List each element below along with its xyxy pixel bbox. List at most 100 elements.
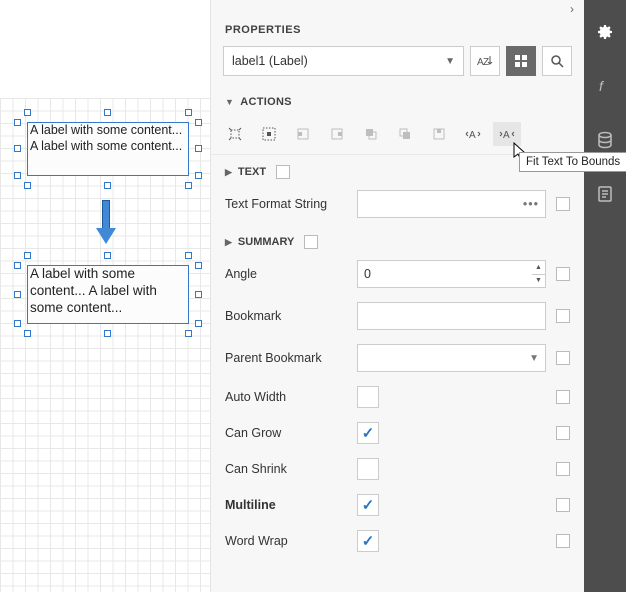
multiline-checkbox[interactable] bbox=[357, 494, 379, 516]
resize-handle[interactable] bbox=[195, 291, 202, 298]
angle-label: Angle bbox=[225, 267, 357, 281]
parent-bookmark-label: Parent Bookmark bbox=[225, 351, 357, 365]
align-right-button[interactable] bbox=[323, 122, 351, 146]
gear-icon bbox=[595, 22, 615, 42]
resize-handle[interactable] bbox=[195, 320, 202, 327]
expand-icon: ▶ bbox=[225, 167, 232, 178]
modified-indicator[interactable] bbox=[276, 165, 290, 179]
resize-handle[interactable] bbox=[185, 109, 192, 116]
resize-handle[interactable] bbox=[195, 145, 202, 152]
svg-text:f: f bbox=[599, 78, 605, 94]
resize-handle[interactable] bbox=[14, 119, 21, 126]
resize-handle[interactable] bbox=[24, 252, 31, 259]
modified-indicator[interactable] bbox=[556, 197, 570, 211]
chevron-down-icon: ▼ bbox=[529, 353, 539, 364]
send-back-button[interactable] bbox=[391, 122, 419, 146]
resize-handle[interactable] bbox=[185, 182, 192, 189]
modified-indicator[interactable] bbox=[556, 462, 570, 476]
text-section-label: TEXT bbox=[238, 166, 266, 178]
properties-tab[interactable] bbox=[589, 16, 621, 48]
size-to-grid-button[interactable] bbox=[221, 122, 249, 146]
resize-handle[interactable] bbox=[14, 172, 21, 179]
resize-handle[interactable] bbox=[104, 252, 111, 259]
resize-handle[interactable] bbox=[14, 145, 21, 152]
summary-section-header[interactable]: ▶ SUMMARY bbox=[211, 225, 584, 253]
resize-handle[interactable] bbox=[14, 262, 21, 269]
multiline-label: Multiline bbox=[225, 498, 357, 512]
chevron-down-icon: ▼ bbox=[445, 56, 455, 67]
reports-tab[interactable] bbox=[589, 178, 621, 210]
can-shrink-label: Can Shrink bbox=[225, 462, 357, 476]
resize-handle[interactable] bbox=[104, 109, 111, 116]
bookmark-input[interactable] bbox=[357, 302, 546, 330]
modified-indicator[interactable] bbox=[556, 309, 570, 323]
modified-indicator[interactable] bbox=[556, 534, 570, 548]
modified-indicator[interactable] bbox=[556, 351, 570, 365]
can-shrink-checkbox[interactable] bbox=[357, 458, 379, 480]
resize-handle[interactable] bbox=[24, 182, 31, 189]
word-wrap-label: Word Wrap bbox=[225, 534, 357, 548]
function-icon: f bbox=[596, 77, 614, 95]
resize-handle[interactable] bbox=[185, 330, 192, 337]
resize-handle[interactable] bbox=[195, 172, 202, 179]
resize-handle[interactable] bbox=[195, 119, 202, 126]
categorize-button[interactable] bbox=[506, 46, 536, 76]
actions-section-header[interactable]: ▼ ACTIONS bbox=[211, 88, 584, 116]
resize-handle[interactable] bbox=[104, 182, 111, 189]
resize-handle[interactable] bbox=[14, 320, 21, 327]
auto-width-checkbox[interactable] bbox=[357, 386, 379, 408]
resize-handle[interactable] bbox=[185, 252, 192, 259]
text-format-string-input[interactable]: ••• bbox=[357, 190, 546, 218]
expressions-tab[interactable]: f bbox=[589, 70, 621, 102]
ellipsis-icon[interactable]: ••• bbox=[523, 197, 539, 211]
properties-panel: › PROPERTIES label1 (Label) ▼ AZ ▼ ACTIO… bbox=[210, 0, 584, 592]
align-top-button[interactable] bbox=[425, 122, 453, 146]
angle-spinner[interactable]: ▲▼ bbox=[532, 260, 546, 288]
report-icon bbox=[596, 185, 614, 203]
word-wrap-checkbox[interactable] bbox=[357, 530, 379, 552]
search-button[interactable] bbox=[542, 46, 572, 76]
panel-title: PROPERTIES bbox=[211, 16, 584, 46]
resize-handle[interactable] bbox=[195, 262, 202, 269]
angle-input[interactable]: 0 bbox=[357, 260, 532, 288]
summary-section-label: SUMMARY bbox=[238, 236, 294, 248]
center-button[interactable] bbox=[255, 122, 283, 146]
tooltip: Fit Text To Bounds bbox=[519, 152, 626, 172]
resize-handle[interactable] bbox=[104, 330, 111, 337]
actions-toolbar: A A Fit Text To Bounds bbox=[211, 116, 584, 155]
align-left-button[interactable] bbox=[289, 122, 317, 146]
design-canvas[interactable]: A label with some content... A label wit… bbox=[0, 0, 210, 592]
can-grow-checkbox[interactable] bbox=[357, 422, 379, 444]
resize-handle[interactable] bbox=[24, 330, 31, 337]
sort-button[interactable]: AZ bbox=[470, 46, 500, 76]
expand-icon: ▶ bbox=[225, 237, 232, 248]
modified-indicator[interactable] bbox=[556, 426, 570, 440]
element-selector-dropdown[interactable]: label1 (Label) ▼ bbox=[223, 46, 464, 76]
resize-handle[interactable] bbox=[14, 291, 21, 298]
right-rail: f bbox=[584, 0, 626, 592]
database-icon bbox=[596, 131, 614, 149]
actions-label: ACTIONS bbox=[240, 96, 292, 108]
fit-bounds-to-text-button[interactable]: A bbox=[459, 122, 487, 146]
canvas-margin bbox=[0, 0, 210, 98]
modified-indicator[interactable] bbox=[556, 498, 570, 512]
collapse-panel-button[interactable]: › bbox=[211, 0, 584, 16]
selected-element-label: label1 (Label) bbox=[232, 54, 308, 68]
label2-box[interactable]: A label with some content... A label wit… bbox=[27, 265, 189, 324]
modified-indicator[interactable] bbox=[304, 235, 318, 249]
fit-text-to-bounds-button[interactable]: A bbox=[493, 122, 521, 146]
bookmark-label: Bookmark bbox=[225, 309, 357, 323]
auto-width-label: Auto Width bbox=[225, 390, 357, 404]
bring-front-button[interactable] bbox=[357, 122, 385, 146]
modified-indicator[interactable] bbox=[556, 390, 570, 404]
label1-box[interactable]: A label with some content... A label wit… bbox=[27, 122, 189, 176]
text-format-string-label: Text Format String bbox=[225, 197, 357, 211]
arrow-down-icon bbox=[96, 200, 116, 248]
label1-text: A label with some content... A label wit… bbox=[30, 123, 182, 153]
resize-handle[interactable] bbox=[24, 109, 31, 116]
parent-bookmark-dropdown[interactable]: ▼ bbox=[357, 344, 546, 372]
collapse-icon: ▼ bbox=[225, 97, 234, 107]
can-grow-label: Can Grow bbox=[225, 426, 357, 440]
modified-indicator[interactable] bbox=[556, 267, 570, 281]
svg-text:A: A bbox=[469, 130, 476, 141]
